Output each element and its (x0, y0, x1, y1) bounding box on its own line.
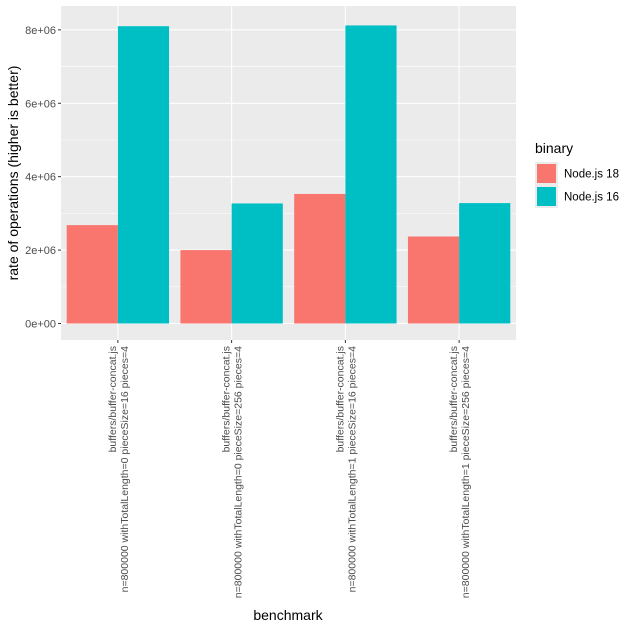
x-tick-label-line: n=800000 withTotalLength=1 pieceSize=256… (460, 346, 472, 598)
y-tick-label: 2e+06 (25, 245, 56, 257)
legend: binary Node.js 18 Node.js 16 (535, 140, 619, 208)
x-tick-label-line: buffers/buffer-concat.js (448, 346, 460, 452)
legend-title: binary (535, 140, 573, 156)
y-tick-label: 8e+06 (25, 25, 56, 37)
legend-label: Node.js 16 (564, 192, 619, 204)
x-tick-label: buffers/buffer-concat.jsn=800000 withTot… (448, 346, 472, 598)
y-tick-label: 6e+06 (25, 98, 56, 110)
x-axis: buffers/buffer-concat.jsn=800000 withTot… (107, 340, 472, 598)
legend-swatch (537, 187, 556, 206)
x-tick-label-line: buffers/buffer-concat.js (221, 346, 233, 452)
y-tick-label: 4e+06 (25, 172, 56, 184)
bar (345, 25, 397, 324)
y-tick-label: 0e+00 (25, 318, 56, 330)
legend-swatch (537, 164, 556, 183)
bar (294, 193, 346, 324)
x-tick-label-line: buffers/buffer-concat.js (107, 346, 119, 452)
x-tick-label-line: n=800000 withTotalLength=0 pieceSize=256… (233, 346, 245, 598)
bar (231, 203, 283, 324)
x-tick-label: buffers/buffer-concat.jsn=800000 withTot… (107, 346, 131, 593)
bar (180, 250, 232, 324)
x-tick-label: buffers/buffer-concat.jsn=800000 withTot… (221, 346, 245, 598)
bar (459, 203, 511, 324)
x-tick-label-line: n=800000 withTotalLength=1 pieceSize=16 … (346, 346, 358, 593)
x-tick-label-line: n=800000 withTotalLength=0 pieceSize=16 … (119, 346, 131, 593)
bar (117, 26, 170, 324)
y-axis-title: rate of operations (higher is better) (5, 66, 21, 281)
y-axis: 0e+00 2e+06 4e+06 6e+06 8e+06 (25, 25, 61, 330)
bars (66, 25, 511, 324)
bar (407, 236, 460, 324)
bar (66, 225, 118, 324)
legend-label: Node.js 18 (564, 169, 619, 181)
x-tick-label-line: buffers/buffer-concat.js (334, 346, 346, 452)
x-axis-title: benchmark (253, 607, 323, 623)
x-tick-label: buffers/buffer-concat.jsn=800000 withTot… (334, 346, 358, 593)
